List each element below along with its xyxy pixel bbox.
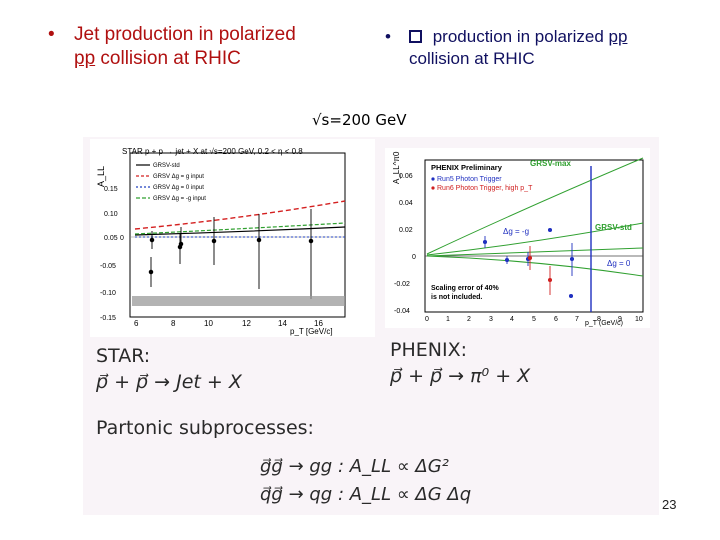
phenix-ytick: 0.06	[399, 173, 413, 180]
star-legend-item: GRSV-std	[153, 163, 180, 169]
star-plot-svg: STAR p + p → jet + X at √s=200 GeV, 0.2 …	[96, 147, 346, 336]
phenix-xtick: 2	[467, 316, 471, 323]
star-xtick: 16	[314, 319, 323, 328]
phenix-legend-item: Run5 Photon Trigger	[437, 176, 502, 183]
phenix-header: PHENIX Preliminary	[431, 163, 503, 172]
star-systematic-band	[132, 296, 345, 306]
legend-run6-marker	[431, 186, 435, 190]
phenix-process: p⃗ + p⃗ → π⁰ + X	[390, 365, 531, 387]
phenix-curve-max	[426, 157, 644, 255]
star-asymmetry-plot: STAR p + p → jet + X at √s=200 GeV, 0.2 …	[90, 139, 375, 337]
phenix-xtick: 0	[425, 316, 429, 323]
star-header: STAR p + p → jet + X at √s=200 GeV, 0.2 …	[122, 147, 303, 156]
star-ylabel: A_LL	[96, 166, 106, 187]
phenix-xtick: 5	[532, 316, 536, 323]
star-curve-max	[134, 200, 346, 230]
bullet-jet-production: • Jet production in polarized pp collisio…	[48, 23, 374, 71]
pi-symbol-icon	[409, 30, 422, 43]
phenix-plot-svg: A_LL^π0 p_T (GeV/c) 0.06 0.04 0.02 0 -0.…	[392, 151, 644, 327]
star-ytick: -0.15	[100, 315, 116, 322]
star-ytick: 0.05	[104, 235, 118, 242]
star-plot-frame	[129, 152, 346, 318]
star-ytick: 0	[120, 235, 124, 242]
star-ytick: 0.15	[104, 186, 118, 193]
star-ytick: -0.10	[100, 290, 116, 297]
phenix-curve-label-minus: Δg = -g	[503, 227, 529, 236]
star-xtick: 10	[204, 319, 213, 328]
phenix-point	[527, 255, 533, 261]
phenix-note: Scaling error of 40%	[431, 285, 499, 292]
star-curve-min	[134, 222, 346, 235]
phenix-ytick: 0	[412, 254, 416, 261]
phenix-note: is not included.	[431, 294, 482, 301]
phenix-curve-label-max: GRSV-max	[530, 159, 571, 168]
phenix-ytick: -0.04	[394, 308, 410, 315]
phenix-ytick: -0.02	[394, 281, 410, 288]
star-point	[148, 269, 154, 275]
subprocess-qg: q⃗g⃗ → qg : A_LL ∝ ΔG Δq	[260, 484, 472, 505]
phenix-point	[504, 257, 510, 263]
phenix-point	[482, 239, 488, 245]
star-legend-item: GRSV Δg = g input	[153, 174, 204, 180]
star-point	[308, 238, 314, 244]
legend-run5-marker	[431, 177, 435, 181]
bullet-text: Jet production in polarized pp collision …	[74, 24, 296, 69]
phenix-plot-frame	[424, 159, 644, 313]
phenix-curve-label-std: GRSV-std	[595, 223, 632, 232]
bullet-dot: •	[385, 27, 391, 46]
star-point	[256, 237, 262, 243]
bullet-dot: •	[48, 24, 55, 45]
bullet-pion-production: • production in polarized pp collision at…	[385, 26, 709, 70]
phenix-xtick: 7	[575, 316, 579, 323]
phenix-ytick: 0.02	[399, 227, 413, 234]
star-curve-std	[134, 226, 346, 236]
star-point	[211, 238, 217, 244]
star-data-points	[148, 209, 314, 299]
phenix-asymmetry-plot: A_LL^π0 p_T (GeV/c) 0.06 0.04 0.02 0 -0.…	[385, 148, 650, 328]
phenix-xtick: 1	[446, 316, 450, 323]
phenix-point	[568, 293, 574, 299]
bullet-text: production in polarized pp collision at R…	[409, 27, 628, 68]
phenix-xtick: 6	[554, 316, 558, 323]
phenix-label: PHENIX:	[390, 339, 467, 361]
page-number: 23	[662, 497, 677, 512]
partonic-label: Partonic subprocesses:	[96, 417, 314, 439]
phenix-legend-item: Run6 Photon Trigger, high p_T	[437, 185, 533, 192]
star-xtick: 12	[242, 319, 251, 328]
phenix-xtick: 3	[489, 316, 493, 323]
star-legend-item: GRSV Δg = 0 input	[153, 185, 204, 191]
star-label: STAR:	[96, 345, 151, 367]
star-ytick: -0.05	[100, 263, 116, 270]
phenix-run5-points	[482, 166, 592, 312]
phenix-point	[569, 256, 575, 262]
phenix-run6-points	[527, 246, 553, 295]
phenix-ytick: 0.04	[399, 200, 413, 207]
phenix-xtick: 4	[510, 316, 514, 323]
phenix-curve-std	[426, 222, 644, 256]
phenix-xtick: 8	[597, 316, 601, 323]
star-legend-item: GRSV Δg = -g input	[153, 196, 206, 202]
star-point	[149, 237, 155, 243]
phenix-curve-minus	[426, 247, 644, 257]
phenix-curve-label-zero: Δg = 0	[607, 259, 631, 268]
star-point	[177, 244, 183, 250]
phenix-curve-zero	[426, 255, 644, 277]
phenix-ylabel: A_LL^π0	[392, 151, 401, 184]
star-xlabel: p_T [GeV/c]	[290, 327, 333, 336]
phenix-xtick: 9	[618, 316, 622, 323]
phenix-point	[547, 227, 553, 233]
star-process: p⃗ + p⃗ → Jet + X	[96, 371, 242, 393]
star-xtick: 6	[134, 319, 139, 328]
phenix-xtick: 10	[635, 316, 643, 323]
star-xtick: 14	[278, 319, 287, 328]
star-ytick: 0.10	[104, 211, 118, 218]
star-xtick: 8	[171, 319, 176, 328]
subprocess-gg: g⃗g⃗ → gg : A_LL ∝ ΔG²	[260, 456, 449, 477]
phenix-point	[547, 277, 553, 283]
phenix-xlabel: p_T (GeV/c)	[585, 320, 623, 327]
energy-label: √s=200 GeV	[312, 111, 407, 129]
